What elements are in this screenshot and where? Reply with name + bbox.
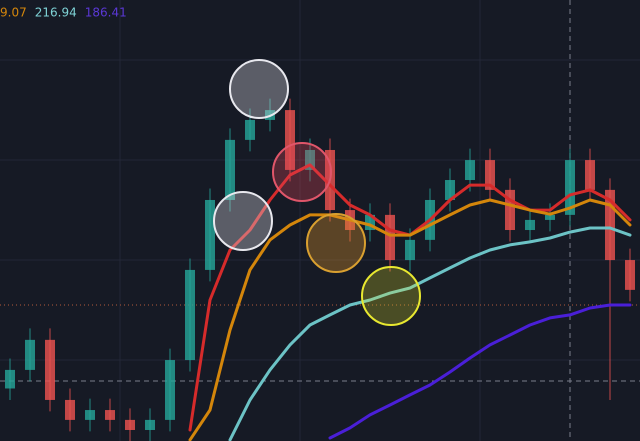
candle-body [385, 214, 395, 261]
candle-body [505, 189, 515, 231]
candle-body [145, 419, 155, 430]
legend-value: 9.07 [0, 6, 27, 20]
legend-value: 186.41 [85, 6, 127, 20]
candle-body [445, 180, 455, 200]
candle-body [485, 160, 495, 190]
candle-body [205, 199, 215, 270]
candle-body [25, 339, 35, 370]
legend-value: 216.94 [35, 6, 77, 20]
highlight-circle [306, 213, 366, 273]
candle-body [125, 419, 135, 430]
candle-body [45, 339, 55, 400]
plot [5, 98, 635, 441]
candle-body [365, 214, 375, 231]
candle-body [5, 369, 15, 389]
candle-body [225, 139, 235, 200]
candle-body [525, 219, 535, 231]
candle-body [245, 119, 255, 140]
candle-body [405, 239, 415, 261]
moving-average-line [228, 226, 632, 441]
candle-body [285, 110, 295, 170]
candle-body [465, 160, 475, 181]
moving-average-line [328, 303, 632, 440]
annotations [213, 59, 421, 326]
candle-body [605, 189, 615, 261]
candle-body [625, 260, 635, 290]
highlight-circle [272, 142, 332, 202]
candle-body [65, 399, 75, 420]
candle-body [165, 360, 175, 420]
highlight-circle [361, 266, 421, 326]
candle-body [85, 410, 95, 420]
candle-body [185, 269, 195, 361]
candle-body [305, 149, 315, 170]
candle-body [585, 160, 595, 190]
highlight-circle [213, 191, 273, 251]
moving-average-line [188, 198, 632, 441]
candle-body [545, 214, 555, 220]
highlight-circle [229, 59, 289, 119]
candle-body [105, 410, 115, 420]
candle-body [565, 160, 575, 215]
legend: 9.07 216.94 186.41 [0, 6, 127, 20]
